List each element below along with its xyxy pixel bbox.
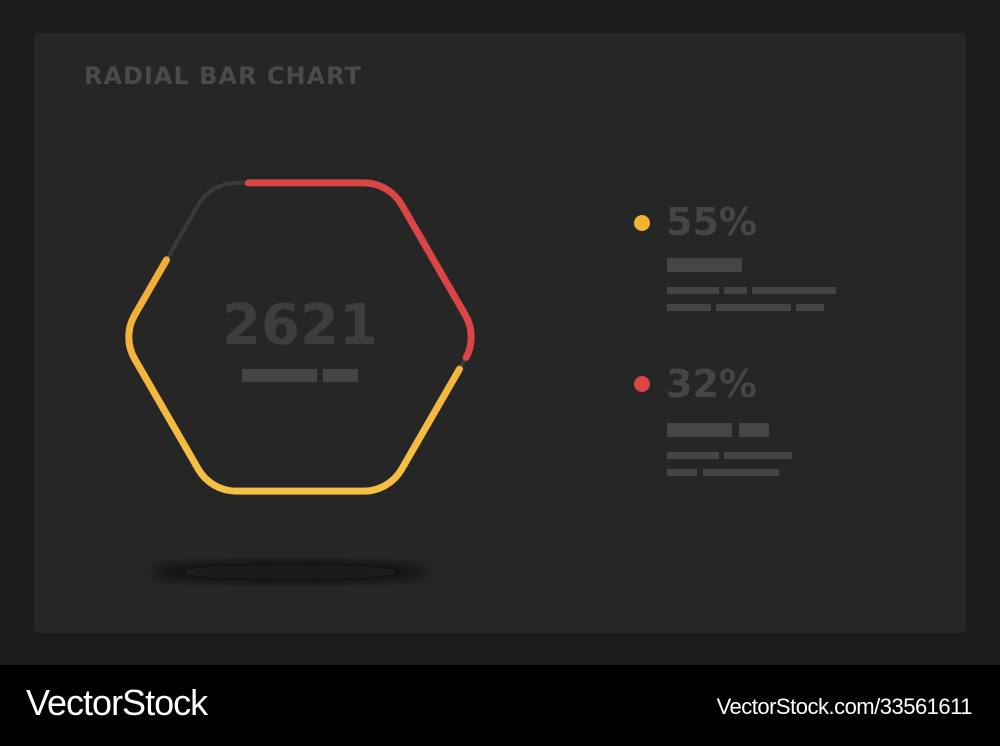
legend-heading-placeholder (739, 423, 769, 437)
legend-heading-placeholder (667, 423, 732, 437)
center-caption-placeholder (242, 369, 317, 382)
legend-text-placeholder (667, 469, 697, 476)
watermark-url: VectorStock.com/33561611 (716, 694, 973, 719)
legend-text-placeholder (667, 304, 711, 311)
legend-text-placeholder (667, 287, 719, 294)
legend-value: 32% (666, 362, 757, 406)
legend-text-placeholder (796, 304, 824, 311)
legend-dot-icon (634, 215, 650, 231)
legend-text-placeholder (724, 452, 792, 459)
legend-text-placeholder (752, 287, 836, 294)
legend-text-placeholder (716, 304, 791, 311)
legend-text-placeholder (724, 287, 747, 294)
chart-title: RADIAL BAR CHART (84, 62, 362, 90)
brand-logo: VectorStock (26, 682, 208, 723)
legend-heading-placeholder (667, 258, 742, 272)
legend-value: 55% (666, 200, 757, 244)
center-caption-placeholder (323, 369, 358, 382)
watermark-footer: VectorStock VectorStock.com/33561611 (0, 665, 1000, 746)
center-value: 2621 (222, 293, 378, 358)
chart-shadow (150, 565, 430, 579)
radial-bar-series-1 (125, 179, 475, 495)
chart-panel (34, 33, 966, 633)
legend-text-placeholder (667, 452, 719, 459)
radial-bar-series-2 (125, 179, 475, 495)
legend-dot-icon (634, 376, 650, 392)
legend-text-placeholder (703, 469, 779, 476)
